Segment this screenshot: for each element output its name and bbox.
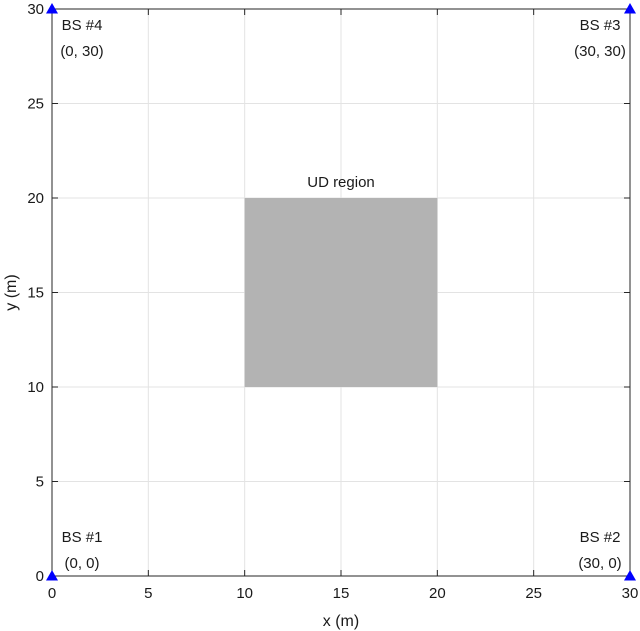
bs-coord-label: (30, 0)	[578, 555, 621, 572]
y-tick-label: 10	[27, 379, 44, 396]
y-tick-label: 25	[27, 96, 44, 113]
base-stations: BS #1 (0, 0) BS #2 (30, 0) BS #3 (30, 30) BS #…	[46, 3, 636, 581]
bs-marker-1	[46, 570, 58, 581]
x-tick-label: 20	[429, 585, 446, 602]
bs-coord-label: (0, 30)	[60, 43, 103, 60]
x-tick-label: 25	[525, 585, 542, 602]
x-tick-label: 0	[48, 585, 56, 602]
ticks: 0 5 10 15 20 25 30 0 5 10 15 20 25 30	[27, 1, 638, 602]
y-tick-label: 20	[27, 190, 44, 207]
y-tick-label: 15	[27, 285, 44, 302]
y-tick-label: 30	[27, 1, 44, 18]
bs-name-label: BS #1	[62, 529, 103, 546]
y-tick-label: 5	[36, 474, 44, 491]
ud-region	[244, 198, 438, 387]
bs-marker-4	[46, 3, 58, 14]
bs-coord-label: (30, 30)	[574, 43, 626, 60]
bs-name-label: BS #2	[580, 529, 621, 546]
x-tick-label: 15	[333, 585, 350, 602]
x-tick-label: 30	[622, 585, 639, 602]
bs-marker-3	[624, 3, 636, 14]
x-axis-label: x (m)	[323, 613, 359, 630]
bs-name-label: BS #3	[580, 17, 621, 34]
x-tick-label: 5	[144, 585, 152, 602]
y-axis-label: y (m)	[3, 274, 20, 310]
bs-marker-2	[624, 570, 636, 581]
bs-coord-label: (0, 0)	[64, 555, 99, 572]
bs-name-label: BS #4	[62, 17, 103, 34]
x-tick-label: 10	[236, 585, 253, 602]
ud-region-label: UD region	[307, 174, 375, 191]
y-tick-label: 0	[36, 568, 44, 585]
